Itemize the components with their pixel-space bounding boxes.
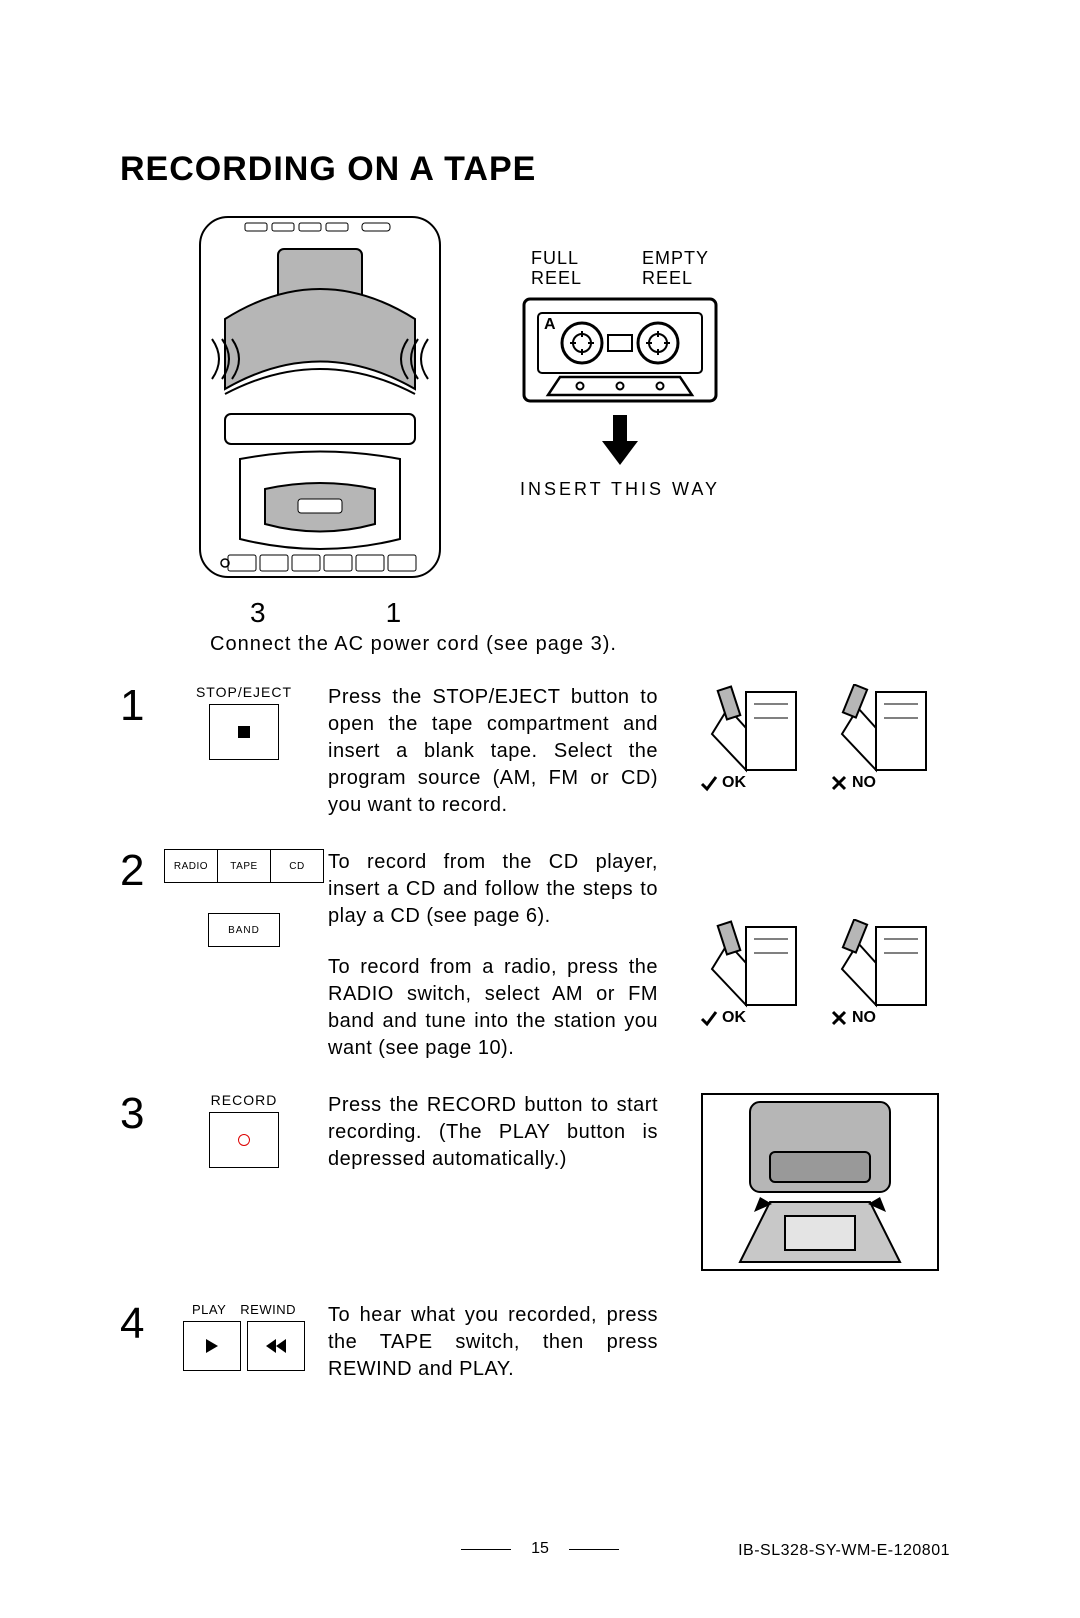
arrow-down-icon: [600, 415, 640, 465]
stop-eject-button-icon: [209, 704, 279, 760]
ok-illustration-1: OK: [700, 684, 800, 792]
empty-label: EMPTY: [642, 249, 709, 269]
step-1-right: OK NO: [700, 684, 960, 792]
rewind-button-icon: [247, 1321, 305, 1371]
page-number: 15: [531, 1540, 549, 1558]
illus-num-3: 3: [250, 597, 266, 629]
step-4-text: To hear what you recorded, press the TAP…: [328, 1302, 658, 1383]
source-switch-icon: RADIO TAPE CD: [164, 849, 324, 883]
step-1: 1 STOP/EJECT Press the STOP/EJECT button…: [120, 684, 960, 819]
illustration-numbers: 3 1: [250, 597, 960, 629]
step-2-icon: RADIO TAPE CD BAND: [174, 849, 314, 947]
ok-label-2: OK: [722, 1009, 746, 1027]
record-icon: [238, 1134, 250, 1146]
band-button-icon: BAND: [208, 913, 280, 947]
document-code: IB-SL328-SY-WM-E-120801: [738, 1542, 950, 1560]
step-2-right: OK NO: [700, 919, 960, 1027]
illus-num-1: 1: [386, 597, 402, 629]
x-icon: [830, 1009, 848, 1027]
step-4-number: 4: [120, 1302, 160, 1346]
hero-row: FULL REEL EMPTY REEL A: [120, 209, 960, 589]
step-3-right: [700, 1092, 960, 1272]
reel-label-left: REEL: [531, 269, 582, 289]
seg-cd: CD: [271, 850, 323, 882]
check-icon: [700, 774, 718, 792]
step-1-icon: STOP/EJECT: [174, 684, 314, 760]
step-3: 3 RECORD Press the RECORD button to star…: [120, 1092, 960, 1272]
step-3-icon: RECORD: [174, 1092, 314, 1168]
rewind-label: REWIND: [240, 1302, 296, 1317]
insert-tape-illustration: [700, 1092, 940, 1272]
stop-icon: [238, 726, 250, 738]
x-icon: [830, 774, 848, 792]
step-list: 1 STOP/EJECT Press the STOP/EJECT button…: [120, 684, 960, 1383]
ok-label: OK: [722, 774, 746, 792]
no-illustration-2: NO: [830, 919, 930, 1027]
step-2: 2 RADIO TAPE CD BAND To record from the …: [120, 849, 960, 1062]
seg-radio: RADIO: [165, 850, 218, 882]
play-label: PLAY: [192, 1302, 226, 1317]
seg-tape: TAPE: [218, 850, 271, 882]
rewind-icon: [266, 1339, 286, 1353]
step-2-text-b: To record from a radio, press the RADIO …: [328, 954, 658, 1062]
page-title: RECORDING ON A TAPE: [120, 150, 960, 189]
record-label: RECORD: [211, 1092, 278, 1108]
check-icon: [700, 1009, 718, 1027]
reel-labels: FULL REEL EMPTY REEL: [531, 249, 709, 289]
step-1-text: Press the STOP/EJECT button to open the …: [328, 684, 658, 819]
step-2-number: 2: [120, 849, 160, 893]
cassette-illustration: A: [520, 295, 720, 405]
cassette-side-a: A: [544, 316, 556, 333]
step-1-number: 1: [120, 684, 160, 728]
step-2-text-a: To record from the CD player, insert a C…: [328, 849, 658, 930]
connect-line: Connect the AC power cord (see page 3).: [210, 633, 960, 656]
cassette-guide: FULL REEL EMPTY REEL A: [520, 209, 720, 500]
full-label: FULL: [531, 249, 582, 269]
insert-this-way-label: INSERT THIS WAY: [520, 479, 720, 500]
boombox-illustration: [180, 209, 460, 589]
step-4-icon: PLAY REWIND: [174, 1302, 314, 1371]
reel-label-right: REEL: [642, 269, 709, 289]
step-3-text: Press the RECORD button to start recordi…: [328, 1092, 658, 1173]
record-button-icon: [209, 1112, 279, 1168]
no-illustration-1: NO: [830, 684, 930, 792]
step-4: 4 PLAY REWIND To hear what you recorded,…: [120, 1302, 960, 1383]
play-button-icon: [183, 1321, 241, 1371]
step-3-number: 3: [120, 1092, 160, 1136]
no-label-2: NO: [852, 1009, 876, 1027]
stop-eject-label: STOP/EJECT: [196, 684, 292, 700]
ok-illustration-2: OK: [700, 919, 800, 1027]
no-label: NO: [852, 774, 876, 792]
play-icon: [206, 1339, 218, 1353]
